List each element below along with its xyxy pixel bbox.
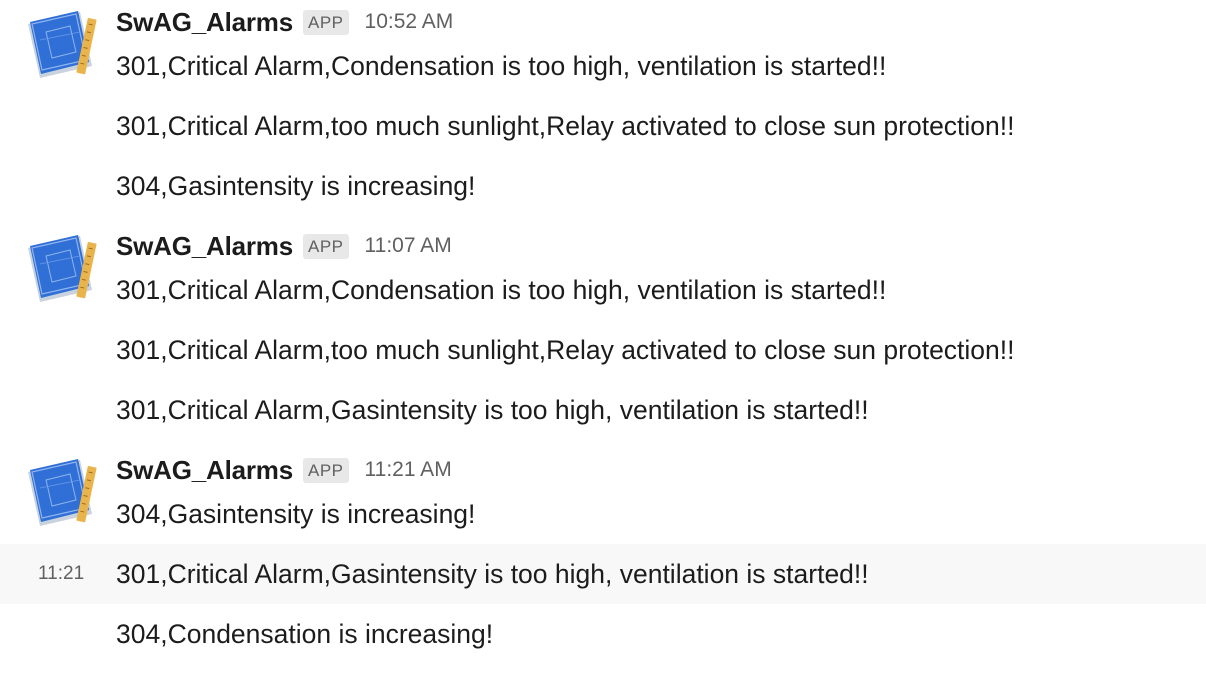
message-line[interactable]: 301,Critical Alarm,too much sunlight,Rel… <box>0 96 1206 156</box>
message-text: 301,Critical Alarm,too much sunlight,Rel… <box>116 111 1015 141</box>
message-text: 304,Gasintensity is increasing! <box>116 499 476 529</box>
message-text: 301,Critical Alarm,Condensation is too h… <box>116 275 887 305</box>
message-text: 304,Gasintensity is increasing! <box>116 171 476 201</box>
blueprint-ruler-icon <box>28 235 97 302</box>
message-line[interactable]: 304,Gasintensity is increasing! <box>0 484 1206 544</box>
message-header: SwAG_Alarms APP 11:21 AM <box>116 448 452 492</box>
message-text: 304,Condensation is increasing! <box>116 619 494 649</box>
message-header: SwAG_Alarms APP 11:07 AM <box>116 224 452 268</box>
sender-name[interactable]: SwAG_Alarms <box>116 454 293 485</box>
app-badge: APP <box>302 457 349 483</box>
app-badge: APP <box>302 233 349 259</box>
message-timestamp[interactable]: 11:07 AM <box>364 234 452 257</box>
message-timestamp[interactable]: 10:52 AM <box>364 10 454 33</box>
message-line[interactable]: 301,Critical Alarm,too much sunlight,Rel… <box>0 320 1206 380</box>
app-badge: APP <box>302 9 349 35</box>
message-line[interactable]: 304,Gasintensity is increasing! <box>0 156 1206 216</box>
message-timestamp[interactable]: 11:21 AM <box>364 458 452 481</box>
message-line[interactable]: 301,Critical Alarm,Condensation is too h… <box>0 260 1206 320</box>
message-text: 301,Critical Alarm,too much sunlight,Rel… <box>116 335 1015 365</box>
avatar[interactable] <box>26 458 102 528</box>
message-line[interactable]: 301,Critical Alarm,Condensation is too h… <box>0 36 1206 96</box>
message-header: SwAG_Alarms APP 10:52 AM <box>116 0 453 44</box>
message-text: 301,Critical Alarm,Condensation is too h… <box>116 51 887 81</box>
hover-timestamp[interactable]: 11:21 <box>38 563 85 584</box>
message-text: 301,Critical Alarm,Gasintensity is too h… <box>116 395 869 425</box>
sender-name[interactable]: SwAG_Alarms <box>116 230 293 261</box>
avatar[interactable] <box>26 234 102 304</box>
sender-name[interactable]: SwAG_Alarms <box>116 6 293 37</box>
message-line-hovered[interactable]: 11:21 301,Critical Alarm,Gasintensity is… <box>0 544 1206 604</box>
message-line[interactable]: 301,Critical Alarm,Gasintensity is too h… <box>0 380 1206 440</box>
avatar[interactable] <box>26 10 102 80</box>
blueprint-ruler-icon <box>28 11 97 78</box>
message-line[interactable]: 304,Condensation is increasing! <box>0 604 1206 664</box>
blueprint-ruler-icon <box>28 459 97 526</box>
message-text: 301,Critical Alarm,Gasintensity is too h… <box>116 559 869 589</box>
